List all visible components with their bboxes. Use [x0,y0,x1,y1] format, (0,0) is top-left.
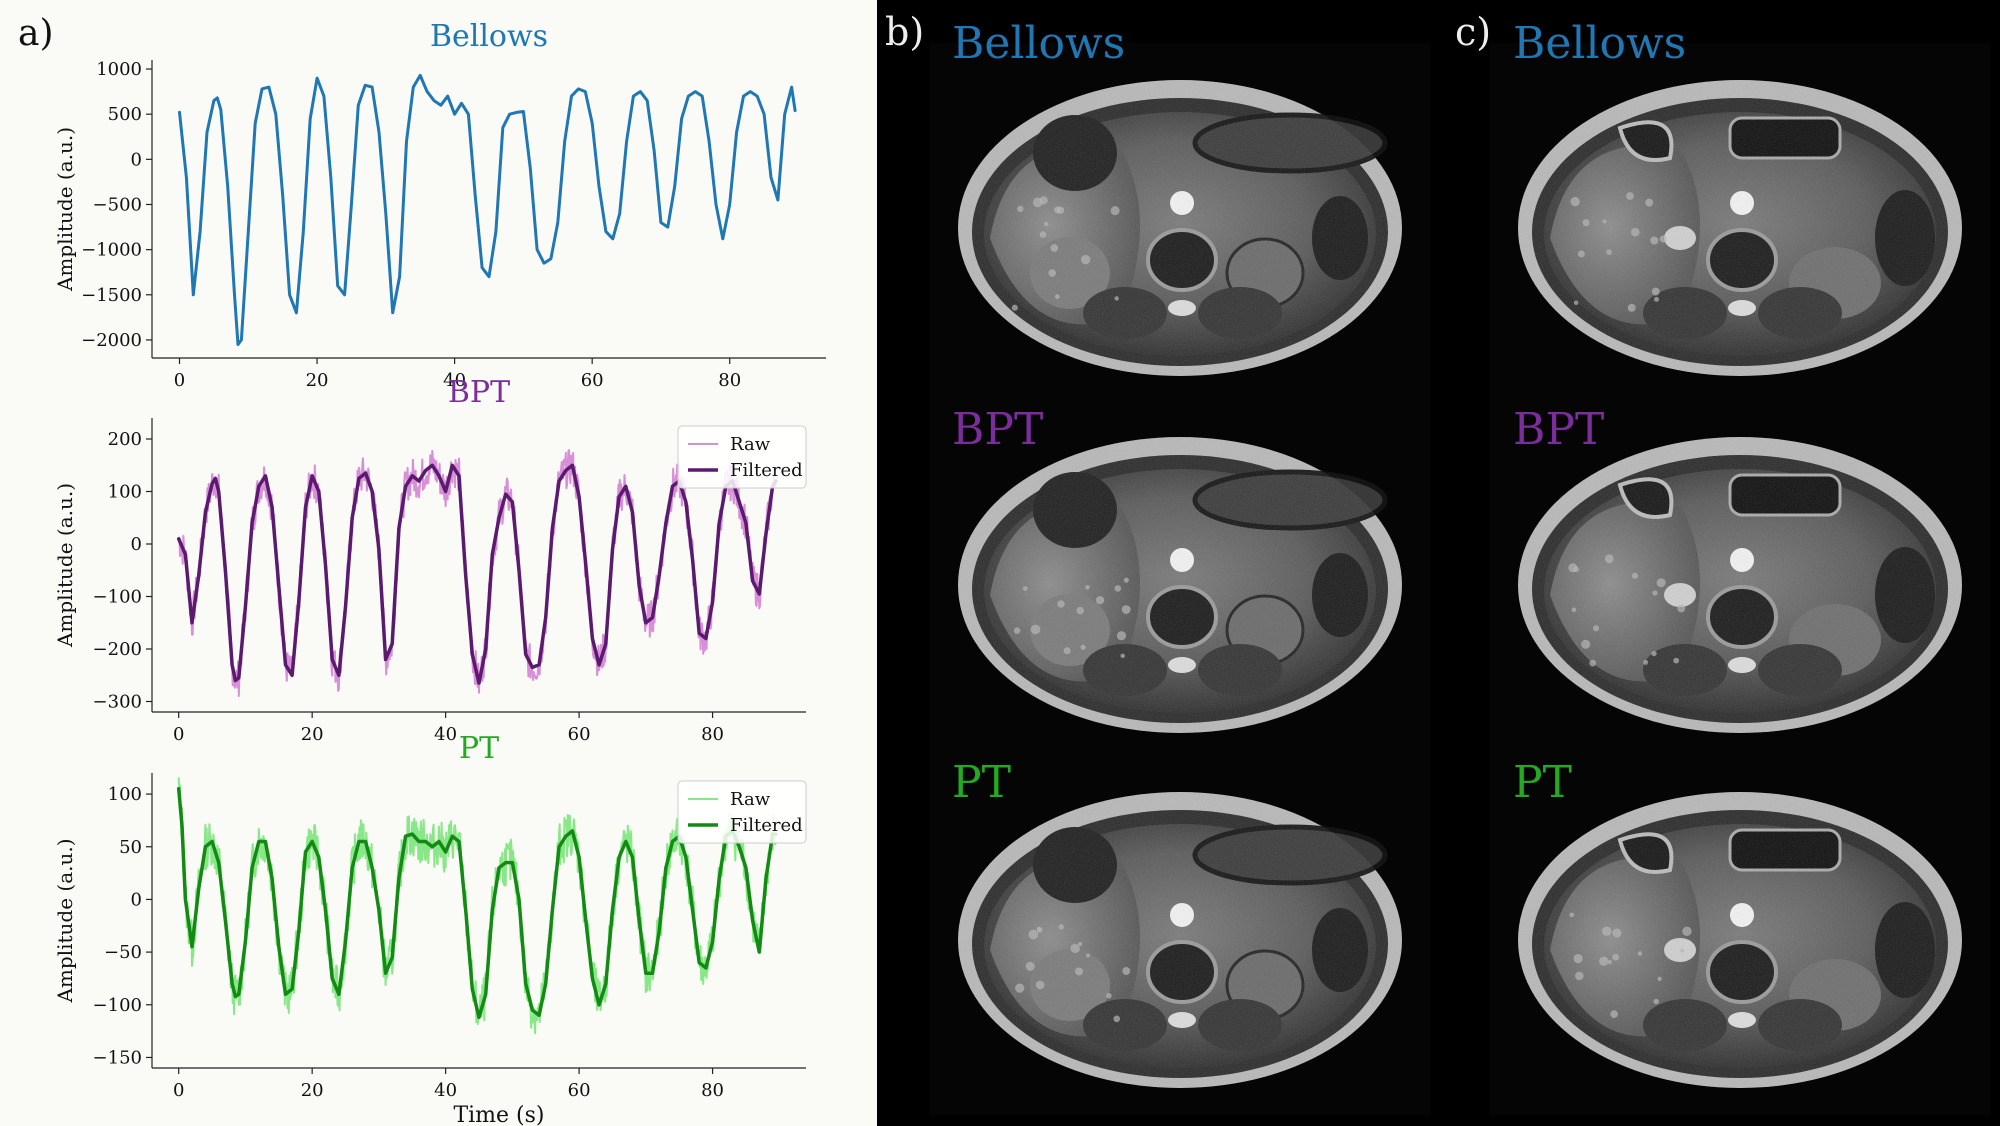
y-tick-label: 200 [108,429,142,450]
image-title-bellows: Bellows [1513,18,1686,69]
image-title-pt: PT [1513,757,1572,808]
noise-overlay [1518,80,1962,376]
x-tick-label: 0 [174,370,185,391]
y-tick-label: −50 [104,942,142,963]
noise-overlay [958,80,1402,376]
legend-entry: Raw [730,434,771,455]
panel-b: b) Bellows BPT PT [877,0,1433,1126]
x-tick-label: 20 [306,370,329,391]
x-tick-label: 60 [581,370,604,391]
panel-label-c: c) [1455,10,1491,54]
panel-c: c) Bellows BPT PT [1433,0,2000,1126]
chart-title: Bellows [430,19,548,54]
y-axis-label: Amplitude (a.u.) [53,127,77,292]
legend-entry: Filtered [730,460,803,481]
image-title-bpt: BPT [952,404,1043,455]
y-tick-label: 50 [119,837,142,858]
noise-overlay [1518,792,1962,1088]
image-title-bellows: Bellows [952,18,1125,69]
noise-overlay [958,437,1402,733]
y-tick-label: 0 [131,889,142,910]
y-tick-label: −100 [93,587,142,608]
x-axis-label: Time (s) [453,1103,544,1126]
x-tick-label: 60 [568,724,591,745]
y-tick-label: −100 [93,995,142,1016]
x-tick-label: 40 [434,1080,457,1101]
x-tick-label: 20 [301,724,324,745]
y-tick-label: −300 [93,692,142,713]
y-tick-label: −150 [93,1047,142,1068]
y-tick-label: 1000 [96,59,142,80]
y-axis-label: Amplitude (a.u.) [53,483,77,648]
y-tick-label: −200 [93,639,142,660]
panel-label-a: a) [18,13,54,54]
legend-box [677,780,807,844]
chart-title: PT [459,731,499,766]
x-tick-label: 20 [301,1080,324,1101]
mri-slice [930,400,1430,760]
y-tick-label: 0 [131,534,142,555]
mri-slice [1490,43,1990,403]
y-tick-label: −1500 [81,285,142,306]
legend-entry: Raw [730,789,771,810]
x-tick-label: 80 [718,370,741,391]
chart-bellows: Bellows 0 20 40 60 80 1000 500 0 −500 −1000 −1500 −2… [53,19,826,391]
series-line-bellows [178,73,797,346]
mri-slice [930,43,1430,403]
image-title-bpt: BPT [1513,404,1604,455]
series-line-filtered [176,787,778,1020]
legend-entry: Filtered [730,815,803,836]
chart-bpt: BPT 0 20 40 60 80 200 100 0 −100 −200 −300 Amplitude… [53,375,807,745]
mri-slice [930,755,1430,1115]
y-tick-label: −2000 [81,330,142,351]
x-tick-label: 40 [443,370,466,391]
x-tick-label: 80 [701,724,724,745]
y-tick-label: −500 [93,194,142,215]
image-title-pt: PT [952,757,1011,808]
x-tick-label: 40 [434,724,457,745]
x-tick-label: 0 [173,1080,184,1101]
y-axis-label: Amplitude (a.u.) [53,838,77,1003]
x-tick-label: 60 [568,1080,591,1101]
panel-label-b: b) [885,10,924,54]
noise-overlay [1518,437,1962,733]
y-tick-label: 500 [108,104,142,125]
y-tick-label: −1000 [81,240,142,261]
x-tick-label: 0 [173,724,184,745]
y-tick-label: 100 [108,784,142,805]
chart-title: BPT [448,375,510,410]
y-tick-label: 100 [108,482,142,503]
mri-slice [1490,400,1990,760]
mri-slice [1490,755,1990,1115]
y-tick-label: 0 [131,149,142,170]
x-tick-label: 80 [701,1080,724,1101]
noise-overlay [958,792,1402,1088]
chart-pt: PT 0 20 40 60 80 100 50 0 −50 −100 −150 Amplitude (a… [53,731,807,1126]
series-line-filtered [176,463,778,685]
legend-box [677,425,807,489]
